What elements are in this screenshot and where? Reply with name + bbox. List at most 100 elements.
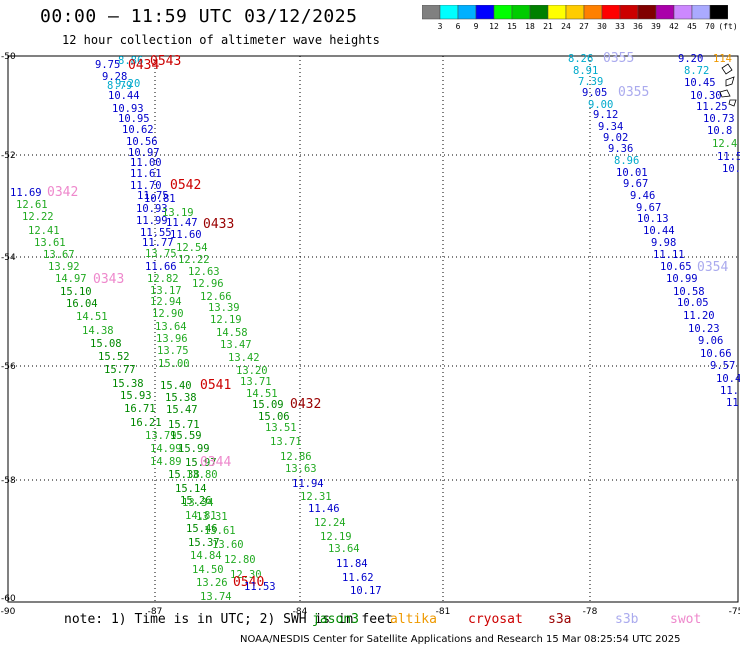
wave-height-label: 10.48 <box>716 373 740 385</box>
wave-height-label: 15.06 <box>258 411 290 423</box>
wave-height-label: 9.20 <box>115 78 140 90</box>
color-scale-swatch <box>709 5 728 20</box>
wave-height-label: 9.75 <box>95 59 120 71</box>
wave-height-label: 8.96 <box>614 155 639 167</box>
wave-height-label: 13.20 <box>236 365 268 377</box>
wave-height-label: 13.80 <box>186 469 218 481</box>
wave-height-label: 11.11 <box>653 249 685 261</box>
wave-height-label: 9.67 <box>623 178 648 190</box>
wave-height-label: 15.09 <box>252 399 284 411</box>
wave-height-label: 15.71 <box>168 419 200 431</box>
wave-height-label: 12.22 <box>22 211 54 223</box>
wave-height-label: 13.19 <box>162 207 194 219</box>
wave-height-label: 15.38 <box>168 469 200 481</box>
wave-height-label: 9.28 <box>102 71 127 83</box>
satellite-legend-item-swot: swot <box>670 612 702 627</box>
wave-height-label: 10.13 <box>637 213 669 225</box>
wave-height-label: 12.90 <box>152 308 184 320</box>
color-scale-label: 6 <box>455 22 461 31</box>
wave-height-label: 10.44 <box>643 225 675 237</box>
color-scale-label: 42 <box>669 22 679 31</box>
wave-height-label: 13.74 <box>200 591 232 603</box>
wave-height-label: 9.67 <box>636 202 661 214</box>
wave-height-label: 10.23 <box>688 323 720 335</box>
wave-height-label: 12.86 <box>280 451 312 463</box>
wave-height-label: 14.58 <box>216 327 248 339</box>
wave-height-label: 9.06 <box>698 335 723 347</box>
wave-height-label: 11.84 <box>336 558 368 570</box>
color-scale-label: 33 <box>615 22 625 31</box>
wave-height-label: 13.75 <box>145 248 177 260</box>
wave-height-label: 10.45 <box>684 77 716 89</box>
wave-height-label: 14.38 <box>82 325 114 337</box>
wave-height-label: 9.34 <box>598 121 623 133</box>
color-scale-label: 39 <box>651 22 661 31</box>
wave-height-label: 12.80 <box>224 554 256 566</box>
pass-time-label: 0355 <box>618 85 649 100</box>
wave-height-label: 11.5 <box>717 151 740 163</box>
wave-height-label: 15.46 <box>186 523 218 535</box>
wave-height-label: 13.67 <box>43 249 75 261</box>
wave-height-label: 10.97 <box>128 147 160 159</box>
wave-height-label: 11.70 <box>130 180 162 192</box>
wave-height-label: 13.42 <box>228 352 260 364</box>
wave-height-label: 10.01 <box>616 167 648 179</box>
y-tick-label: -50 <box>1 52 16 62</box>
x-tick-label: -84 <box>293 607 308 617</box>
color-scale-labels: 3 6 9 12 15 18 21 24 27 30 33 36 39 42 45 70 (ft) <box>422 22 738 34</box>
wave-height-label: 16.71 <box>124 403 156 415</box>
wave-height-label: 13.79 <box>145 430 177 442</box>
wave-height-label: 13.63 <box>285 463 317 475</box>
pass-time-label: 0355 <box>603 51 634 66</box>
color-scale-label: 27 <box>579 22 589 31</box>
coastline-outline <box>719 63 737 107</box>
pass-time-label: 0432 <box>290 397 321 412</box>
color-scale-label: 15 <box>507 22 517 31</box>
satellite-legend-item-altika: altika <box>390 612 437 627</box>
wave-height-label: 11.53 <box>244 581 276 593</box>
wave-height-label: 14.81 <box>185 510 217 522</box>
wave-height-label: 9.00 <box>588 99 613 111</box>
wave-height-label: 12.63 <box>188 266 220 278</box>
wave-height-label: 16.21 <box>130 417 162 429</box>
wave-height-label: 11.77 <box>142 237 174 249</box>
wave-height-label: 13.39 <box>208 302 240 314</box>
wave-height-label: 13.60 <box>212 539 244 551</box>
wave-height-label: 10.62 <box>122 124 154 136</box>
color-scale-label: 9 <box>473 22 479 31</box>
wave-height-label: 8.86 <box>118 55 143 67</box>
wave-height-label: 9.20 <box>678 53 703 65</box>
wave-height-label: 8.72 <box>684 65 709 77</box>
wave-height-label: 10.73 <box>703 113 735 125</box>
wave-height-label: 10.93 <box>136 203 168 215</box>
wave-height-label: 15.97 <box>185 457 217 469</box>
color-scale-label: 18 <box>525 22 535 31</box>
wave-height-label: 14.89 <box>150 456 182 468</box>
color-scale-label: 36 <box>633 22 643 31</box>
pass-time-label: 0344 <box>200 455 231 470</box>
pass-time-label: 0542 <box>170 178 201 193</box>
wave-height-label: 10.65 <box>660 261 692 273</box>
wave-height-label: 12.82 <box>147 273 179 285</box>
wave-height-label: 11.99 <box>136 215 168 227</box>
wave-height-label: 11.75 <box>137 190 169 202</box>
wave-height-label: 11.66 <box>145 261 177 273</box>
wave-height-label: 15.99 <box>178 443 210 455</box>
color-scale-label: 70 <box>705 22 715 31</box>
wave-height-label: 8.26 <box>568 53 593 65</box>
wave-height-label: 11.00 <box>130 157 162 169</box>
wave-height-label: 15.10 <box>60 286 92 298</box>
wave-height-label: 10.8 <box>707 125 732 137</box>
wave-height-label: 13.26 <box>196 577 228 589</box>
y-tick-label: -54 <box>1 253 16 263</box>
wave-height-label: 8.91 <box>573 65 598 77</box>
page-subtitle: 12 hour collection of altimeter wave hei… <box>62 33 380 47</box>
wave-height-label: 11.55 <box>140 227 172 239</box>
wave-height-label: 10.93 <box>112 103 144 115</box>
wave-height-label: 11 <box>726 397 739 409</box>
wave-height-label: 7.39 <box>578 76 603 88</box>
wave-height-label: 10.66 <box>700 348 732 360</box>
wave-height-label: 10.95 <box>118 113 150 125</box>
color-scale-legend <box>422 5 728 20</box>
color-scale-label: 45 <box>687 22 697 31</box>
